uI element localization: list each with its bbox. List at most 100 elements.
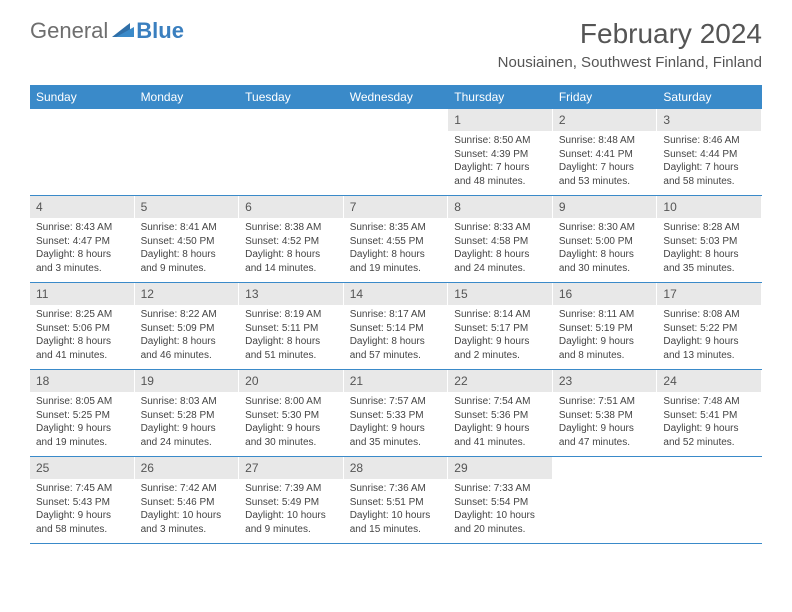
day-number: 20: [239, 370, 344, 392]
daylight-line: Daylight: 8 hours: [245, 248, 338, 262]
day-number: 25: [30, 457, 135, 479]
daylight-line: Daylight: 9 hours: [663, 335, 756, 349]
sunrise-line: Sunrise: 8:11 AM: [559, 308, 652, 322]
sunrise-line: Sunrise: 7:48 AM: [663, 395, 756, 409]
day-details: Sunrise: 8:03 AMSunset: 5:28 PMDaylight:…: [135, 392, 240, 455]
daylight-line: Daylight: 10 hours: [350, 509, 443, 523]
weekday-header: Wednesday: [344, 85, 449, 109]
calendar-day-cell: [553, 457, 658, 543]
day-number: 6: [239, 196, 344, 218]
daylight-line: and 19 minutes.: [36, 436, 129, 450]
day-number: 12: [135, 283, 240, 305]
sunrise-line: Sunrise: 8:05 AM: [36, 395, 129, 409]
daylight-line: and 14 minutes.: [245, 262, 338, 276]
weekday-header: Friday: [553, 85, 658, 109]
day-details: Sunrise: 8:35 AMSunset: 4:55 PMDaylight:…: [344, 218, 449, 281]
sunrise-line: Sunrise: 8:50 AM: [454, 134, 547, 148]
sunrise-line: Sunrise: 7:42 AM: [141, 482, 234, 496]
sunset-line: Sunset: 5:09 PM: [141, 322, 234, 336]
calendar-day-cell: 14Sunrise: 8:17 AMSunset: 5:14 PMDayligh…: [344, 283, 449, 369]
daylight-line: Daylight: 8 hours: [245, 335, 338, 349]
calendar: SundayMondayTuesdayWednesdayThursdayFrid…: [30, 85, 762, 544]
day-details: Sunrise: 7:54 AMSunset: 5:36 PMDaylight:…: [448, 392, 553, 455]
day-details: Sunrise: 7:51 AMSunset: 5:38 PMDaylight:…: [553, 392, 658, 455]
daylight-line: Daylight: 7 hours: [663, 161, 756, 175]
day-number: 26: [135, 457, 240, 479]
calendar-day-cell: 20Sunrise: 8:00 AMSunset: 5:30 PMDayligh…: [239, 370, 344, 456]
header: General Blue February 2024 Nousiainen, S…: [0, 0, 792, 77]
day-details: Sunrise: 8:22 AMSunset: 5:09 PMDaylight:…: [135, 305, 240, 368]
daylight-line: and 58 minutes.: [36, 523, 129, 537]
sunrise-line: Sunrise: 8:30 AM: [559, 221, 652, 235]
daylight-line: and 35 minutes.: [350, 436, 443, 450]
sunset-line: Sunset: 4:58 PM: [454, 235, 547, 249]
day-details: Sunrise: 7:42 AMSunset: 5:46 PMDaylight:…: [135, 479, 240, 542]
daylight-line: and 2 minutes.: [454, 349, 547, 363]
daylight-line: Daylight: 9 hours: [350, 422, 443, 436]
daylight-line: and 8 minutes.: [559, 349, 652, 363]
calendar-day-cell: 3Sunrise: 8:46 AMSunset: 4:44 PMDaylight…: [657, 109, 762, 195]
sunset-line: Sunset: 5:25 PM: [36, 409, 129, 423]
daylight-line: Daylight: 10 hours: [245, 509, 338, 523]
sunset-line: Sunset: 5:22 PM: [663, 322, 756, 336]
daylight-line: and 24 minutes.: [454, 262, 547, 276]
logo-text-part2: Blue: [136, 18, 184, 44]
daylight-line: Daylight: 9 hours: [36, 509, 129, 523]
sunset-line: Sunset: 5:28 PM: [141, 409, 234, 423]
day-number: 8: [448, 196, 553, 218]
day-details: Sunrise: 8:08 AMSunset: 5:22 PMDaylight:…: [657, 305, 762, 368]
day-details: Sunrise: 8:14 AMSunset: 5:17 PMDaylight:…: [448, 305, 553, 368]
daylight-line: Daylight: 9 hours: [559, 335, 652, 349]
day-details: Sunrise: 8:25 AMSunset: 5:06 PMDaylight:…: [30, 305, 135, 368]
day-number: 27: [239, 457, 344, 479]
daylight-line: Daylight: 7 hours: [559, 161, 652, 175]
sunset-line: Sunset: 5:41 PM: [663, 409, 756, 423]
calendar-day-cell: 24Sunrise: 7:48 AMSunset: 5:41 PMDayligh…: [657, 370, 762, 456]
sunrise-line: Sunrise: 7:45 AM: [36, 482, 129, 496]
sunset-line: Sunset: 4:39 PM: [454, 148, 547, 162]
day-details: Sunrise: 7:57 AMSunset: 5:33 PMDaylight:…: [344, 392, 449, 455]
calendar-week-row: 1Sunrise: 8:50 AMSunset: 4:39 PMDaylight…: [30, 109, 762, 196]
calendar-day-cell: 17Sunrise: 8:08 AMSunset: 5:22 PMDayligh…: [657, 283, 762, 369]
daylight-line: Daylight: 10 hours: [454, 509, 547, 523]
day-details: Sunrise: 8:28 AMSunset: 5:03 PMDaylight:…: [657, 218, 762, 281]
calendar-day-cell: 4Sunrise: 8:43 AMSunset: 4:47 PMDaylight…: [30, 196, 135, 282]
weekday-header: Saturday: [657, 85, 762, 109]
day-details: Sunrise: 8:05 AMSunset: 5:25 PMDaylight:…: [30, 392, 135, 455]
day-details: Sunrise: 8:00 AMSunset: 5:30 PMDaylight:…: [239, 392, 344, 455]
daylight-line: Daylight: 8 hours: [559, 248, 652, 262]
day-details: Sunrise: 8:17 AMSunset: 5:14 PMDaylight:…: [344, 305, 449, 368]
daylight-line: and 57 minutes.: [350, 349, 443, 363]
sunrise-line: Sunrise: 8:41 AM: [141, 221, 234, 235]
calendar-day-cell: 12Sunrise: 8:22 AMSunset: 5:09 PMDayligh…: [135, 283, 240, 369]
location-subtitle: Nousiainen, Southwest Finland, Finland: [498, 54, 762, 71]
calendar-day-cell: 7Sunrise: 8:35 AMSunset: 4:55 PMDaylight…: [344, 196, 449, 282]
daylight-line: and 24 minutes.: [141, 436, 234, 450]
sunrise-line: Sunrise: 7:51 AM: [559, 395, 652, 409]
sunset-line: Sunset: 4:47 PM: [36, 235, 129, 249]
day-number: 24: [657, 370, 762, 392]
day-number: 23: [553, 370, 658, 392]
calendar-day-cell: 13Sunrise: 8:19 AMSunset: 5:11 PMDayligh…: [239, 283, 344, 369]
day-details: Sunrise: 8:41 AMSunset: 4:50 PMDaylight:…: [135, 218, 240, 281]
day-number: 14: [344, 283, 449, 305]
daylight-line: and 15 minutes.: [350, 523, 443, 537]
daylight-line: Daylight: 8 hours: [454, 248, 547, 262]
daylight-line: and 3 minutes.: [141, 523, 234, 537]
sunrise-line: Sunrise: 7:39 AM: [245, 482, 338, 496]
daylight-line: and 9 minutes.: [245, 523, 338, 537]
day-details: Sunrise: 7:48 AMSunset: 5:41 PMDaylight:…: [657, 392, 762, 455]
calendar-day-cell: 21Sunrise: 7:57 AMSunset: 5:33 PMDayligh…: [344, 370, 449, 456]
day-number: 3: [657, 109, 762, 131]
daylight-line: Daylight: 9 hours: [36, 422, 129, 436]
calendar-day-cell: 27Sunrise: 7:39 AMSunset: 5:49 PMDayligh…: [239, 457, 344, 543]
logo: General Blue: [30, 18, 184, 44]
daylight-line: and 41 minutes.: [36, 349, 129, 363]
sunrise-line: Sunrise: 8:46 AM: [663, 134, 756, 148]
daylight-line: Daylight: 9 hours: [141, 422, 234, 436]
sunset-line: Sunset: 4:41 PM: [559, 148, 652, 162]
calendar-day-cell: 29Sunrise: 7:33 AMSunset: 5:54 PMDayligh…: [448, 457, 553, 543]
day-details: Sunrise: 7:36 AMSunset: 5:51 PMDaylight:…: [344, 479, 449, 542]
sunset-line: Sunset: 5:33 PM: [350, 409, 443, 423]
sunrise-line: Sunrise: 8:48 AM: [559, 134, 652, 148]
